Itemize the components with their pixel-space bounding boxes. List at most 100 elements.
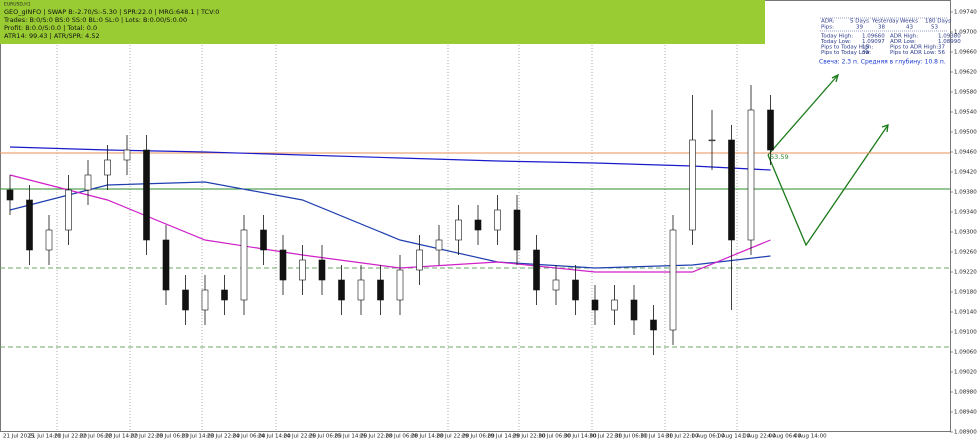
y-tick-label: 1.08980 — [954, 390, 977, 396]
candle-body — [65, 189, 72, 231]
adr-cell: 1.09660 — [862, 34, 885, 40]
candle-body — [143, 149, 150, 241]
candle-body — [377, 279, 384, 301]
candle-body — [26, 199, 33, 251]
x-tick-label: 21 Jul 2025 — [3, 434, 35, 440]
adr-cell: 1.08990 — [938, 39, 961, 45]
candle-body — [669, 229, 677, 331]
info-line: Profit: B:0.0/S:0.0 | Total: 0.0 — [4, 24, 97, 32]
y-tick-label: 1.09420 — [954, 170, 977, 176]
candle-body — [84, 174, 92, 191]
y-tick-label: 1.09620 — [954, 70, 977, 76]
y-tick-label: 1.09340 — [954, 210, 977, 216]
x-tick-label: 24 Jul 14:00 — [258, 434, 291, 440]
y-tick-label: 1.09180 — [954, 290, 977, 296]
adr-header: Yesterday — [871, 19, 899, 25]
y-tick-label: 1.09500 — [954, 130, 977, 136]
candle-body — [279, 249, 287, 281]
x-tick-label: 25 Jul 06:00 — [309, 434, 342, 440]
candle-body — [611, 299, 618, 311]
candle-body — [240, 229, 248, 301]
x-tick-label: 29 Jul 14:00 — [487, 434, 520, 440]
x-tick-label: 24 Jul 22:00 — [283, 434, 316, 440]
x-tick-label: 22 Jul 06:00 — [79, 434, 112, 440]
candle-body — [318, 259, 326, 281]
adr-header: 180 Days — [925, 19, 951, 25]
x-tick-label: 30 Jul 06:00 — [538, 434, 571, 440]
forecast-arrows — [767, 73, 889, 247]
adr-pips: 53 — [931, 25, 938, 31]
adr-cell: 56 — [938, 50, 945, 56]
x-tick-label: 29 Jul 06:00 — [462, 434, 495, 440]
x-tick-label: 29 Jul 22:00 — [513, 434, 546, 440]
y-tick-label: 1.09140 — [954, 310, 977, 316]
x-tick-label: 28 Jul 22:00 — [436, 434, 469, 440]
candle-body — [591, 299, 599, 311]
candle-body — [6, 189, 14, 201]
y-tick-label: 1.09380 — [954, 190, 977, 196]
y-tick-label: 1.09460 — [954, 150, 977, 156]
candle-body — [221, 289, 228, 301]
x-tick-label: 28 Jul 06:00 — [385, 434, 418, 440]
adr-cell: ADR High: — [890, 34, 918, 40]
candle-body — [474, 219, 482, 231]
y-tick-label: 1.09740 — [954, 10, 977, 16]
candle-body — [357, 279, 365, 301]
candle-body — [123, 149, 131, 161]
y-tick-label: 1.09020 — [954, 370, 977, 376]
adr-cell: ADR Low: — [890, 39, 916, 45]
y-tick-label: 1.09660 — [954, 50, 977, 56]
candle-body — [708, 139, 716, 142]
adr-cell: Today High: — [820, 34, 853, 40]
x-tick-label: 31 Jul 14:00 — [640, 434, 673, 440]
candle-body — [747, 109, 755, 241]
y-tick-label: 1.09300 — [954, 230, 977, 236]
adr-header: Weeks — [900, 19, 918, 25]
x-tick-label: 23 Jul 06:00 — [156, 434, 189, 440]
candle-body — [201, 289, 209, 311]
x-tick-label: 4 Aug 06:00 — [768, 434, 802, 440]
candle-body — [299, 259, 306, 281]
adr-cell: 37 — [938, 45, 945, 51]
info-line: ATR14: 99.43 | ATR/SPR: 4.52 — [4, 32, 100, 40]
adr-cell: 39 — [862, 50, 869, 56]
candle-body — [416, 249, 423, 271]
annotation: 53.59 — [770, 153, 789, 161]
x-tick-label: 4 Aug 14:00 — [793, 434, 827, 440]
adr-pips: 43 — [906, 25, 913, 31]
y-tick-label: 1.09260 — [954, 250, 977, 256]
x-tick-label: 21 Jul 14:00 — [28, 434, 61, 440]
x-tick-label: 31 Jul 06:00 — [615, 434, 648, 440]
candle-body — [104, 159, 111, 176]
x-tick-label: 22 Jul 22:00 — [130, 434, 163, 440]
candle-body — [728, 139, 735, 241]
adr-cell: 15 — [862, 45, 869, 51]
x-tick-label: 28 Jul 14:00 — [411, 434, 444, 440]
x-tick-label: 30 Jul 14:00 — [564, 434, 597, 440]
candle-body — [572, 279, 579, 301]
y-tick-label: 1.09580 — [954, 90, 977, 96]
candle-body — [260, 229, 267, 251]
adr-pips: 39 — [856, 25, 863, 31]
info-line: GEO_gINFO | SWAP B:-2.70/S:-5.30 | SPR:2… — [4, 8, 219, 16]
x-tick-label: 30 Jul 22:00 — [589, 434, 622, 440]
adr-header: ADR: — [821, 19, 835, 25]
candle-body — [494, 209, 501, 231]
candle-body — [338, 279, 345, 301]
adr-cell: Pips to Today High: — [821, 45, 873, 51]
candle-body — [45, 229, 53, 251]
ma-line — [9, 146, 771, 171]
info-panel-bg — [0, 0, 765, 44]
adr-cell: Pips to Today Low: — [821, 50, 871, 56]
x-tick-label: 1 Aug 06:00 — [691, 434, 725, 440]
x-tick-label: 23 Jul 14:00 — [181, 434, 214, 440]
ma-line — [9, 181, 771, 269]
x-tick-label: 22 Jul 14:00 — [105, 434, 138, 440]
y-tick-label: 1.09540 — [954, 110, 977, 116]
candle-body — [630, 299, 638, 321]
adr-cell: Today Low: — [820, 39, 851, 45]
adr-cell: Pips to ADR High: — [890, 45, 938, 51]
y-tick-label: 1.09060 — [954, 350, 977, 356]
